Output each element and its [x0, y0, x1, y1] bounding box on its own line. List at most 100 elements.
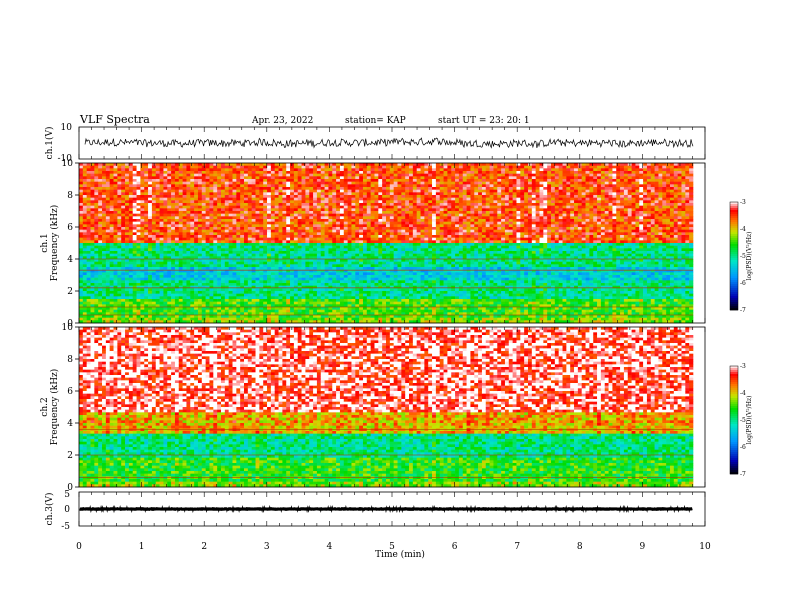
spectrogram-cell: [247, 320, 252, 324]
spectrogram-cell: [220, 208, 226, 212]
spectrogram-cell: [328, 200, 333, 204]
spectrogram-cell: [148, 275, 153, 278]
spectrogram-cell: [224, 205, 229, 209]
spectrogram-cell: [324, 248, 329, 252]
spectrogram-cell: [217, 184, 222, 188]
spectrogram-cell: [90, 189, 95, 193]
spectrogram-cell: [151, 232, 157, 236]
spectrogram-cell: [151, 256, 157, 260]
spectrogram-cell: [309, 272, 314, 276]
spectrogram-cell: [174, 285, 180, 289]
spectrogram-cell: [332, 173, 337, 177]
spectrogram-cell: [98, 176, 103, 180]
spectrogram-cell: [259, 224, 264, 228]
spectrogram-cell: [121, 213, 126, 217]
spectrogram-cell: [90, 200, 95, 204]
spectrogram-cell: [79, 235, 84, 238]
spectrogram-cell: [270, 200, 276, 204]
spectrogram-cell: [105, 296, 110, 300]
spectrogram-cell: [220, 232, 226, 236]
spectrogram-cell: [309, 171, 314, 174]
spectrogram-cell: [301, 192, 306, 196]
spectrogram-cell: [316, 315, 322, 318]
spectrogram-cell: [190, 205, 195, 209]
spectrogram-cell: [347, 200, 352, 204]
spectrogram-cell: [82, 285, 87, 289]
spectrogram-cell: [167, 216, 172, 220]
spectrogram-cell: [366, 299, 371, 302]
spectrogram-cell: [86, 256, 91, 260]
spectrogram-cell: [205, 163, 210, 166]
spectrogram-cell: [197, 264, 203, 268]
spectrogram-cell: [247, 208, 252, 212]
spectrogram-cell: [343, 264, 348, 268]
spectrogram-cell: [82, 272, 87, 276]
spectrogram-cell: [382, 235, 387, 238]
spectrogram-cell: [328, 192, 333, 196]
spectrogram-cell: [151, 283, 157, 286]
spectrogram-cell: [267, 165, 272, 169]
spectrogram-cell: [251, 229, 256, 233]
spectrogram-cell: [86, 251, 91, 254]
spectrogram-cell: [362, 317, 368, 321]
spectrogram-cell: [167, 272, 172, 276]
spectrogram-cell: [236, 304, 241, 308]
spectrogram-cell: [186, 187, 191, 190]
spectrogram-cell: [217, 205, 222, 209]
spectrogram-cell: [393, 253, 398, 257]
spectrogram-cell: [244, 195, 249, 198]
spectrogram-cell: [270, 224, 276, 228]
spectrogram-cell: [374, 184, 379, 188]
spectrogram-cell: [113, 205, 118, 209]
spectrogram-cell: [102, 251, 107, 254]
spectrogram-cell: [201, 301, 206, 305]
spectrogram-cell: [148, 213, 153, 217]
spectrogram-cell: [224, 309, 229, 313]
spectrogram-cell: [136, 187, 141, 190]
spectrogram-cell: [324, 205, 329, 209]
spectrogram-cell: [155, 275, 160, 278]
spectrogram-cell: [251, 200, 256, 204]
spectrogram-cell: [201, 235, 206, 238]
spectrogram-cell: [90, 312, 95, 316]
spectrogram-cell: [386, 229, 391, 233]
spectrogram-cell: [286, 165, 291, 169]
spectrogram-cell: [255, 277, 260, 281]
spectrogram-cell: [125, 224, 130, 228]
spectrogram-cell: [136, 256, 141, 260]
spectrogram-cell: [167, 224, 172, 228]
spectrogram-cell: [370, 296, 375, 300]
spectrogram-cell: [324, 301, 329, 305]
spectrogram-cell: [151, 309, 157, 313]
spectrogram-cell: [151, 277, 157, 281]
spectrogram-cell: [278, 296, 283, 300]
spectrogram-cell: [82, 269, 87, 273]
spectrogram-cell: [359, 240, 364, 244]
spectrogram-cell: [351, 245, 356, 249]
spectrogram-cell: [163, 256, 168, 260]
spectrogram-cell: [113, 181, 118, 185]
spectrogram-cell: [386, 285, 391, 289]
spectrogram-cell: [328, 229, 333, 233]
spectrogram-cell: [82, 277, 87, 281]
spectrogram-cell: [132, 192, 137, 196]
spectrogram-cell: [370, 315, 375, 318]
spectrogram-cell: [339, 213, 345, 217]
spectrogram-cell: [82, 200, 87, 204]
spectrogram-cell: [382, 219, 387, 222]
spectrogram-cell: [393, 179, 398, 182]
spectrogram-cell: [144, 171, 149, 174]
spectrogram-cell: [263, 195, 268, 198]
spectrogram-cell: [132, 184, 137, 188]
spectrogram-cell: [205, 221, 210, 225]
spectrogram-cell: [197, 221, 203, 225]
spectrogram-cell: [374, 312, 379, 316]
spectrogram-cell: [255, 176, 260, 180]
spectrogram-cell: [140, 221, 145, 225]
spectrogram-cell: [366, 285, 371, 289]
spectrogram-cell: [224, 165, 229, 169]
spectrogram-cell: [259, 184, 264, 188]
spectrogram-cell: [328, 293, 333, 297]
spectrogram-cell: [98, 200, 103, 204]
spectrogram-cell: [393, 240, 398, 244]
